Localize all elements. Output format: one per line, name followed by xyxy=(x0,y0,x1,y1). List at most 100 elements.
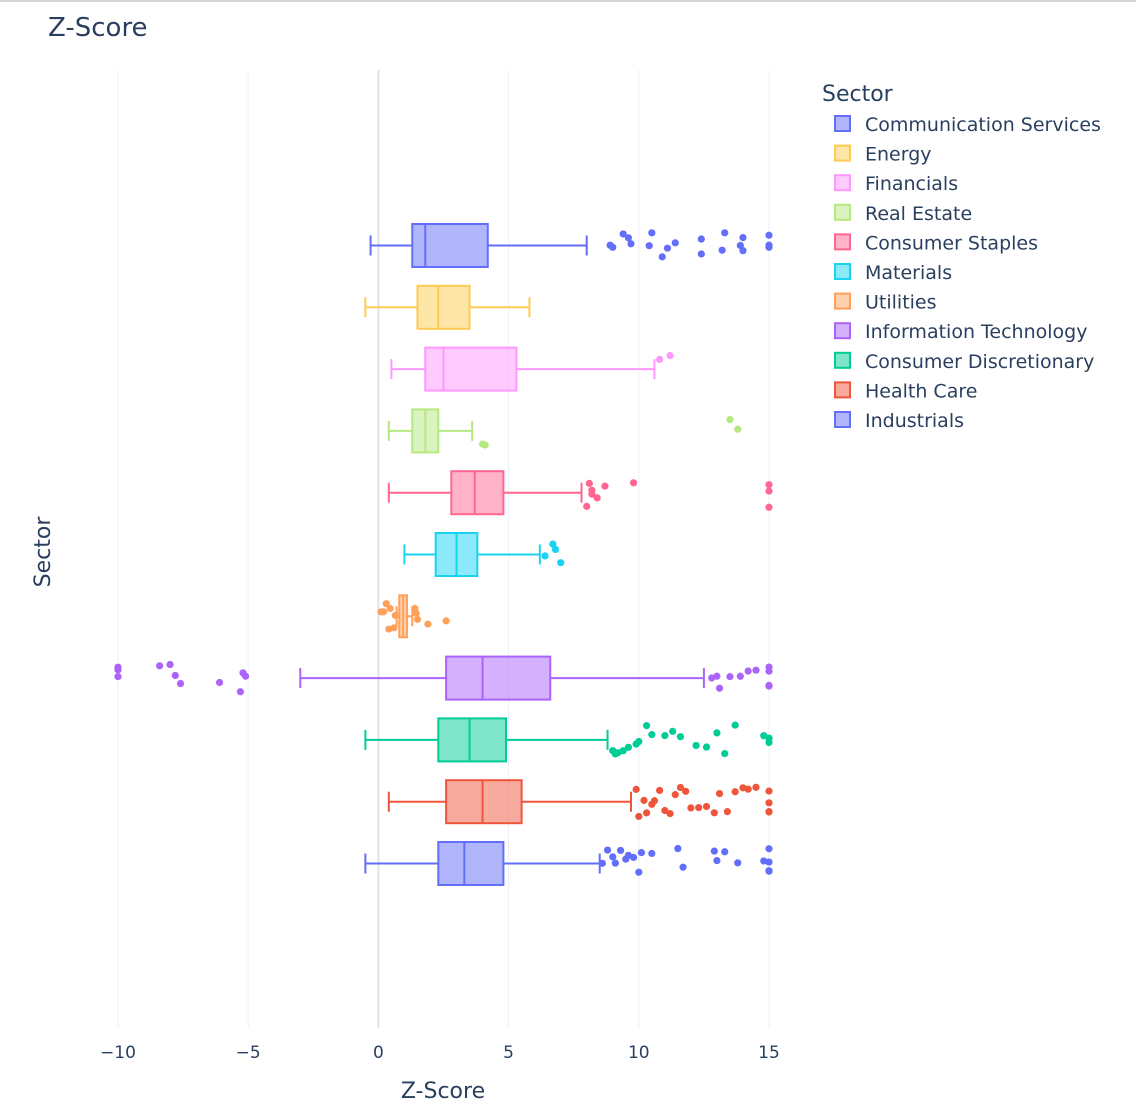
iqr-box xyxy=(416,284,471,330)
box-health-care xyxy=(387,779,773,825)
legend-item-consumer-staples[interactable]: Consumer Staples xyxy=(834,232,1038,254)
outlier-point xyxy=(624,234,632,242)
legend-item-information-technology[interactable]: Information Technology xyxy=(834,321,1087,343)
outlier-point xyxy=(598,859,606,867)
outlier-point xyxy=(726,415,734,424)
outlier-point xyxy=(413,615,422,623)
outlier-point xyxy=(718,246,726,254)
outlier-point xyxy=(391,611,399,620)
legend-item-real-estate[interactable]: Real Estate xyxy=(834,203,972,225)
legend-item-consumer-discretionary[interactable]: Consumer Discretionary xyxy=(834,351,1094,373)
outlier-point xyxy=(744,667,752,675)
outlier-point xyxy=(721,848,729,856)
outlier-point xyxy=(671,239,679,247)
x-tick-label: −5 xyxy=(236,1043,261,1063)
outlier-point xyxy=(585,479,593,487)
iqr-box xyxy=(450,470,505,516)
outlier-point xyxy=(656,355,664,363)
outlier-point xyxy=(721,229,729,237)
legend-label: Communication Services xyxy=(865,114,1101,136)
chart-title: Z-Score xyxy=(48,13,148,43)
outlier-point xyxy=(682,787,690,795)
legend-item-financials[interactable]: Financials xyxy=(834,173,958,195)
legend-label: Materials xyxy=(865,262,952,284)
legend-swatch xyxy=(834,174,851,192)
outlier-point xyxy=(382,600,390,608)
iqr-box xyxy=(411,223,489,268)
legend-item-utilities[interactable]: Utilities xyxy=(834,292,937,314)
x-tick-label: 5 xyxy=(503,1043,514,1063)
outlier-point xyxy=(765,867,773,875)
outlier-point xyxy=(765,845,773,853)
legend-item-health-care[interactable]: Health Care xyxy=(834,380,977,402)
legend-label: Financials xyxy=(865,173,958,195)
outlier-point xyxy=(645,242,653,250)
outlier-point xyxy=(695,804,703,812)
outlier-point xyxy=(702,743,711,751)
outlier-point xyxy=(609,853,617,861)
box-information-technology xyxy=(114,655,773,701)
outlier-point xyxy=(603,846,612,854)
outlier-point xyxy=(661,732,669,740)
outlier-point xyxy=(739,247,747,255)
outlier-point xyxy=(765,808,773,816)
outlier-point xyxy=(666,352,674,360)
box-communication-services xyxy=(369,223,773,268)
outlier-point xyxy=(611,859,619,867)
outlier-point xyxy=(679,863,687,871)
outlier-point xyxy=(166,660,174,669)
legend-title: Sector xyxy=(822,82,894,107)
outlier-point xyxy=(656,786,664,795)
legend-item-communication-services[interactable]: Communication Services xyxy=(834,114,1101,136)
outlier-point xyxy=(752,666,760,674)
outlier-point xyxy=(765,667,773,675)
outlier-point xyxy=(697,250,705,258)
legend-swatch xyxy=(834,115,851,132)
x-tick-label: 10 xyxy=(628,1043,650,1063)
outlier-point xyxy=(114,666,122,674)
outlier-point xyxy=(752,783,760,791)
iqr-box xyxy=(424,346,518,392)
outlier-point xyxy=(215,678,224,687)
outlier-point xyxy=(632,785,640,793)
outlier-point xyxy=(635,737,643,746)
outlier-point xyxy=(593,494,601,502)
outlier-point xyxy=(715,684,724,692)
outlier-point xyxy=(731,788,739,796)
outlier-point xyxy=(765,734,773,742)
iqr-box xyxy=(445,779,523,825)
legend-item-materials[interactable]: Materials xyxy=(834,262,952,284)
outlier-point xyxy=(676,733,685,741)
outlier-point xyxy=(674,844,682,853)
outlier-point xyxy=(650,797,659,805)
outlier-point xyxy=(637,848,646,857)
outlier-point xyxy=(676,783,685,792)
legend-swatch xyxy=(834,292,851,310)
iqr-box xyxy=(445,655,552,701)
outlier-point xyxy=(442,617,450,625)
outlier-point xyxy=(609,243,617,251)
outlier-point xyxy=(715,789,724,798)
legend-label: Information Technology xyxy=(865,321,1087,343)
legend-label: Industrials xyxy=(865,410,964,432)
legend-item-industrials[interactable]: Industrials xyxy=(834,410,964,432)
outlier-point xyxy=(390,624,398,632)
box-industrials xyxy=(364,841,773,886)
outlier-point xyxy=(765,799,773,807)
legend-swatch xyxy=(834,351,851,369)
outlier-point xyxy=(616,846,625,855)
outlier-point xyxy=(236,688,244,696)
outlier-point xyxy=(549,540,557,548)
legend-swatch xyxy=(834,411,851,428)
x-tick-label: 15 xyxy=(758,1043,780,1063)
legend-swatch xyxy=(834,322,851,340)
box-utilities xyxy=(377,594,450,639)
legend-item-energy[interactable]: Energy xyxy=(834,144,932,166)
outlier-point xyxy=(765,503,773,511)
outlier-point xyxy=(380,608,388,616)
outlier-point xyxy=(736,672,744,680)
outlier-point xyxy=(697,235,705,243)
top-border xyxy=(0,0,1136,2)
outlier-point xyxy=(765,682,773,690)
